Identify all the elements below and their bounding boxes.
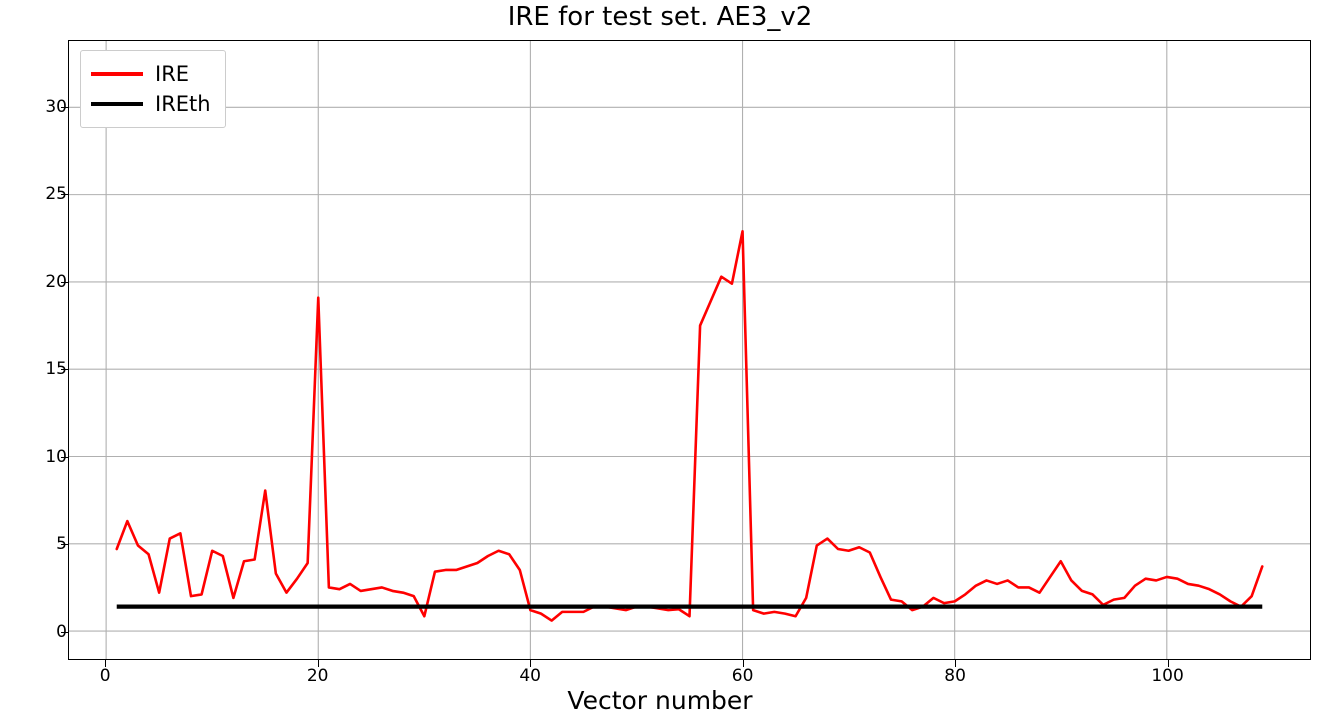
y-tick-mark bbox=[61, 281, 68, 283]
x-tick-mark bbox=[955, 660, 957, 667]
x-tick-mark bbox=[317, 660, 319, 667]
y-tick-label: 25 bbox=[45, 184, 67, 205]
x-tick-label: 40 bbox=[519, 666, 541, 686]
legend-label-ireth: IREth bbox=[155, 92, 211, 116]
y-tick-mark bbox=[61, 544, 68, 546]
x-tick-label: 20 bbox=[306, 666, 329, 686]
x-tick-label: 100 bbox=[1151, 666, 1184, 686]
x-tick-mark bbox=[530, 660, 532, 667]
x-tick-label: 0 bbox=[99, 666, 111, 686]
y-tick-mark bbox=[61, 369, 68, 371]
x-axis-label: Vector number bbox=[567, 686, 753, 715]
legend-swatch-ire-icon bbox=[91, 72, 143, 76]
y-tick-mark bbox=[61, 194, 68, 196]
y-tick-label: 15 bbox=[45, 359, 67, 380]
data-series bbox=[115, 229, 1264, 622]
grid-lines bbox=[69, 41, 1310, 659]
chart-legend: IRE IREth bbox=[80, 50, 226, 128]
x-tick-label: 60 bbox=[731, 666, 754, 686]
x-tick-mark bbox=[105, 660, 107, 667]
y-tick-label: 30 bbox=[45, 96, 67, 117]
y-tick-label: 10 bbox=[45, 446, 67, 467]
y-tick-label: 20 bbox=[45, 271, 67, 292]
y-tick-mark bbox=[61, 631, 68, 633]
legend-label-ire: IRE bbox=[155, 62, 190, 86]
y-tick-mark bbox=[61, 456, 68, 458]
x-tick-label: 80 bbox=[944, 666, 966, 686]
legend-item-ire[interactable]: IRE bbox=[91, 59, 211, 89]
legend-swatch-ireth-icon bbox=[91, 102, 143, 106]
y-tick-mark bbox=[61, 106, 68, 108]
legend-item-ireth[interactable]: IREth bbox=[91, 89, 211, 119]
plot-area bbox=[68, 40, 1311, 660]
x-tick-mark bbox=[1167, 660, 1169, 667]
x-tick-mark bbox=[742, 660, 744, 667]
chart-title: IRE for test set. AE3_v2 bbox=[507, 2, 813, 32]
